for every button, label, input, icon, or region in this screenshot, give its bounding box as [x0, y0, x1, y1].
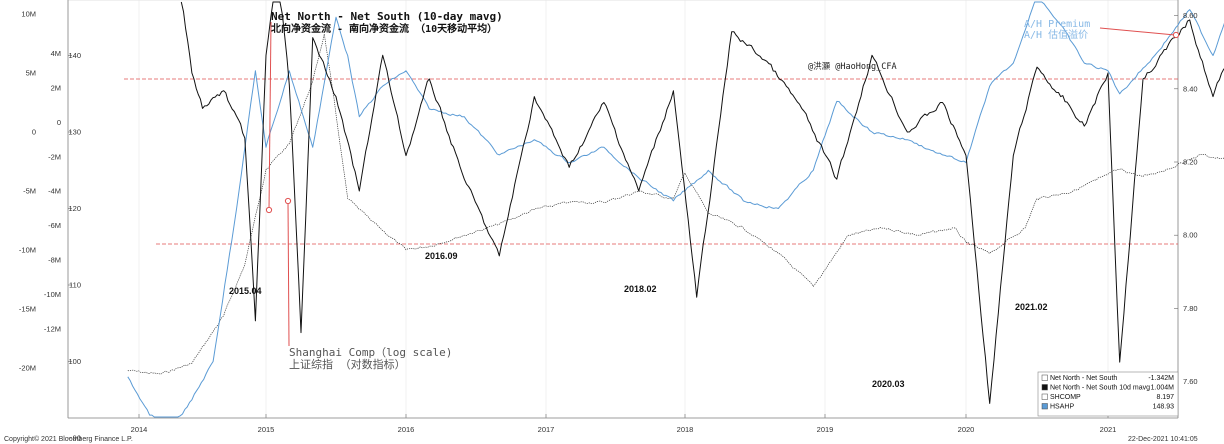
- shanghai-label-cn: 上证综指 （对数指标）: [289, 357, 406, 371]
- title-pointer-dot: [265, 206, 273, 214]
- y-mid-left-tick-label: -10M: [44, 290, 61, 299]
- y-inner-left-tick-label: 140: [68, 51, 81, 60]
- grid: [68, 0, 1178, 439]
- ah-premium-label: A/H Premium: [1024, 19, 1090, 30]
- plot-frame: [67, 0, 1179, 419]
- y-outer-left-tick-label: 10M: [21, 10, 36, 19]
- x-tick-label: 2015: [258, 425, 275, 434]
- y-right-tick-label: 8.40: [1183, 84, 1198, 93]
- annotation-2015-04: 2015.04: [229, 286, 262, 296]
- annotation-2021-02: 2021.02: [1015, 302, 1048, 312]
- x-tick-label: 2020: [958, 425, 975, 434]
- legend-swatch: [1041, 374, 1048, 381]
- legend-label: HSAHP: [1050, 404, 1074, 411]
- shanghai-label: Shanghai Comp（log scale): [289, 346, 452, 359]
- x-tick-label: 2016: [398, 425, 415, 434]
- annotation-2016-09: 2016.09: [425, 251, 458, 261]
- timestamp-text: 22-Dec-2021 10:41:05: [1128, 436, 1198, 443]
- series-group: [127, 1, 1224, 418]
- annotation-2020-03: 2020.03: [872, 379, 905, 389]
- legend-value: 8.197: [1156, 394, 1174, 401]
- legend-value: -1.342M: [1148, 375, 1174, 382]
- y-outer-left-tick-label: -5M: [23, 187, 36, 196]
- legend-value: 1.004M: [1151, 385, 1175, 392]
- y-mid-left-tick-label: 4M: [51, 49, 61, 58]
- y-outer-left-tick-label: 5M: [26, 69, 36, 78]
- y-right-tick-label: 8.60: [1183, 11, 1198, 20]
- x-tick-label: 2019: [817, 425, 834, 434]
- series-line-net-north-net-south-10d-mavg: [180, 1, 1224, 404]
- y-outer-left-tick-label: 0: [32, 128, 36, 137]
- x-tick-label: 2018: [677, 425, 694, 434]
- legend-swatch: [1041, 403, 1048, 410]
- chart-title: Net North - Net South (10-day mavg): [271, 10, 503, 23]
- chart-title-cn: 北向净资金流 - 南向净资金流 （10天移动平均）: [271, 22, 497, 35]
- y-right-tick-label: 7.80: [1183, 304, 1198, 313]
- legend-value: 148.93: [1153, 404, 1175, 411]
- shanghai-pointer-line: [287, 201, 290, 347]
- y-mid-left-tick-label: 0: [57, 118, 61, 127]
- ah-pointer-dot: [1172, 31, 1180, 39]
- ah-premium-label-cn: A/H 估值溢价: [1024, 28, 1088, 41]
- title-pointer-line: [268, 21, 272, 211]
- y-inner-left-tick-label: 90: [73, 434, 81, 443]
- y-mid-left-tick-label: -4M: [48, 187, 61, 196]
- legend-label: Net North - Net South: [1050, 375, 1117, 382]
- y-mid-left-tick-label: -2M: [48, 152, 61, 161]
- x-tick-label: 2017: [538, 425, 555, 434]
- legend: Net North - Net South -1.342M Net North - …: [1037, 371, 1179, 417]
- y-right-tick-label: 8.20: [1183, 158, 1198, 167]
- y-mid-left-tick-label: -12M: [44, 324, 61, 333]
- y-inner-left-tick-label: 120: [68, 204, 81, 213]
- x-tick-label: 2014: [131, 425, 148, 434]
- y-right-tick-label: 8.00: [1183, 231, 1198, 240]
- legend-label: Net North - Net South 10d mavg: [1050, 385, 1150, 392]
- y-right-tick-label: 7.60: [1183, 377, 1198, 386]
- legend-items: Net North - Net South -1.342M Net North - …: [1041, 374, 1175, 411]
- tick-labels: 2014201520162017201820192020202115M10M5M…: [19, 10, 1198, 443]
- legend-box: [1037, 371, 1179, 417]
- y-inner-left-tick-label: 100: [68, 357, 81, 366]
- copyright-text: Copyright© 2021 Bloomberg Finance L.P.: [4, 435, 133, 443]
- ah-pointer-line: [1099, 27, 1176, 36]
- y-outer-left-tick-label: -15M: [19, 305, 36, 314]
- legend-label: SHCOMP: [1050, 394, 1081, 401]
- legend-swatch: [1041, 384, 1048, 391]
- y-inner-left-tick-label: 110: [69, 281, 81, 290]
- y-mid-left-tick-label: -8M: [48, 256, 61, 265]
- y-mid-left-tick-label: 2M: [51, 84, 61, 93]
- legend-swatch: [1041, 393, 1048, 400]
- shanghai-pointer-dot: [284, 197, 292, 205]
- y-outer-left-tick-label: -20M: [19, 364, 36, 373]
- watermark: @洪灝 @HaoHong_CFA: [808, 61, 897, 72]
- annotation-2018-02: 2018.02: [624, 284, 657, 294]
- y-outer-left-tick-label: -10M: [19, 246, 36, 255]
- y-mid-left-tick-label: -6M: [48, 221, 61, 230]
- x-tick-label: 2021: [1100, 425, 1117, 434]
- y-inner-left-tick-label: 130: [68, 128, 81, 137]
